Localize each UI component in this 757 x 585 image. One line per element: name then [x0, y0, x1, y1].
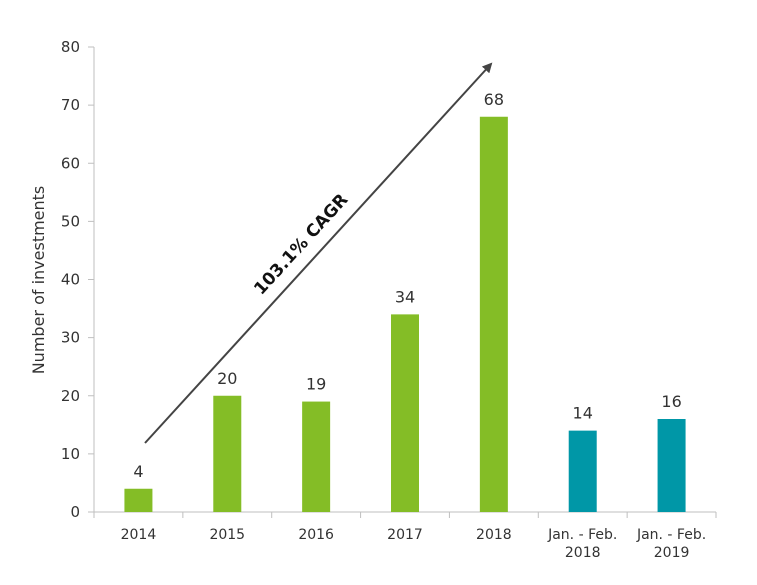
- x-tick-label: 2014: [121, 527, 157, 543]
- data-label: 19: [306, 375, 326, 394]
- x-tick-label-line: 2016: [298, 527, 334, 543]
- bar: [391, 314, 419, 512]
- x-tick-label-line: 2018: [565, 545, 601, 561]
- y-tick-label: 80: [61, 38, 80, 56]
- data-label: 16: [661, 392, 681, 411]
- y-tick-label: 40: [61, 271, 80, 289]
- y-tick-label: 10: [61, 445, 80, 463]
- data-label: 34: [395, 287, 415, 306]
- data-label: 68: [484, 90, 504, 109]
- data-label: 4: [133, 462, 143, 481]
- x-tick-label-line: 2018: [476, 527, 512, 543]
- bar: [657, 419, 686, 512]
- x-tick-label: 2017: [387, 527, 423, 543]
- x-tick-label-line: Jan. - Feb.: [547, 527, 617, 543]
- cagr-annotation: 103.1% CAGR: [250, 190, 352, 299]
- bar: [302, 401, 331, 512]
- bar: [124, 488, 153, 512]
- x-tick-label: Jan. - Feb. 2019: [636, 527, 706, 561]
- bars: [124, 116, 686, 512]
- y-tick-label: 30: [61, 329, 80, 347]
- y-axis: 0 10 20 30 40 50 60 70 80: [61, 38, 95, 521]
- data-labels: 4 20 19 34 68 14 16: [133, 90, 681, 481]
- bar: [479, 116, 508, 512]
- x-tick-label: 2015: [209, 527, 245, 543]
- data-label: 14: [573, 404, 593, 423]
- x-tick-label-line: Jan. - Feb.: [636, 527, 706, 543]
- x-tick-label: 2016: [298, 527, 334, 543]
- x-axis: 2014 2015 2016 2017 2018 Jan. - Feb. 2018Jan. …: [93, 511, 717, 561]
- y-tick-label: 70: [61, 96, 80, 114]
- y-axis-label: Number of investments: [29, 186, 48, 375]
- bar: [568, 430, 597, 512]
- x-tick-label-line: 2014: [121, 527, 157, 543]
- x-tick-label: Jan. - Feb. 2018: [547, 527, 617, 561]
- data-label: 20: [217, 369, 237, 388]
- bar: [213, 395, 242, 512]
- y-tick-label: 60: [61, 154, 80, 172]
- x-tick-label-line: 2019: [654, 545, 690, 561]
- x-tick-label-line: 2017: [387, 527, 423, 543]
- y-tick-label: 20: [61, 387, 80, 405]
- y-tick-label: 0: [70, 503, 80, 521]
- x-tick-label-line: 2015: [209, 527, 245, 543]
- x-tick-label: 2018: [476, 527, 512, 543]
- y-tick-label: 50: [61, 212, 80, 230]
- cagr-arrow: [144, 62, 493, 444]
